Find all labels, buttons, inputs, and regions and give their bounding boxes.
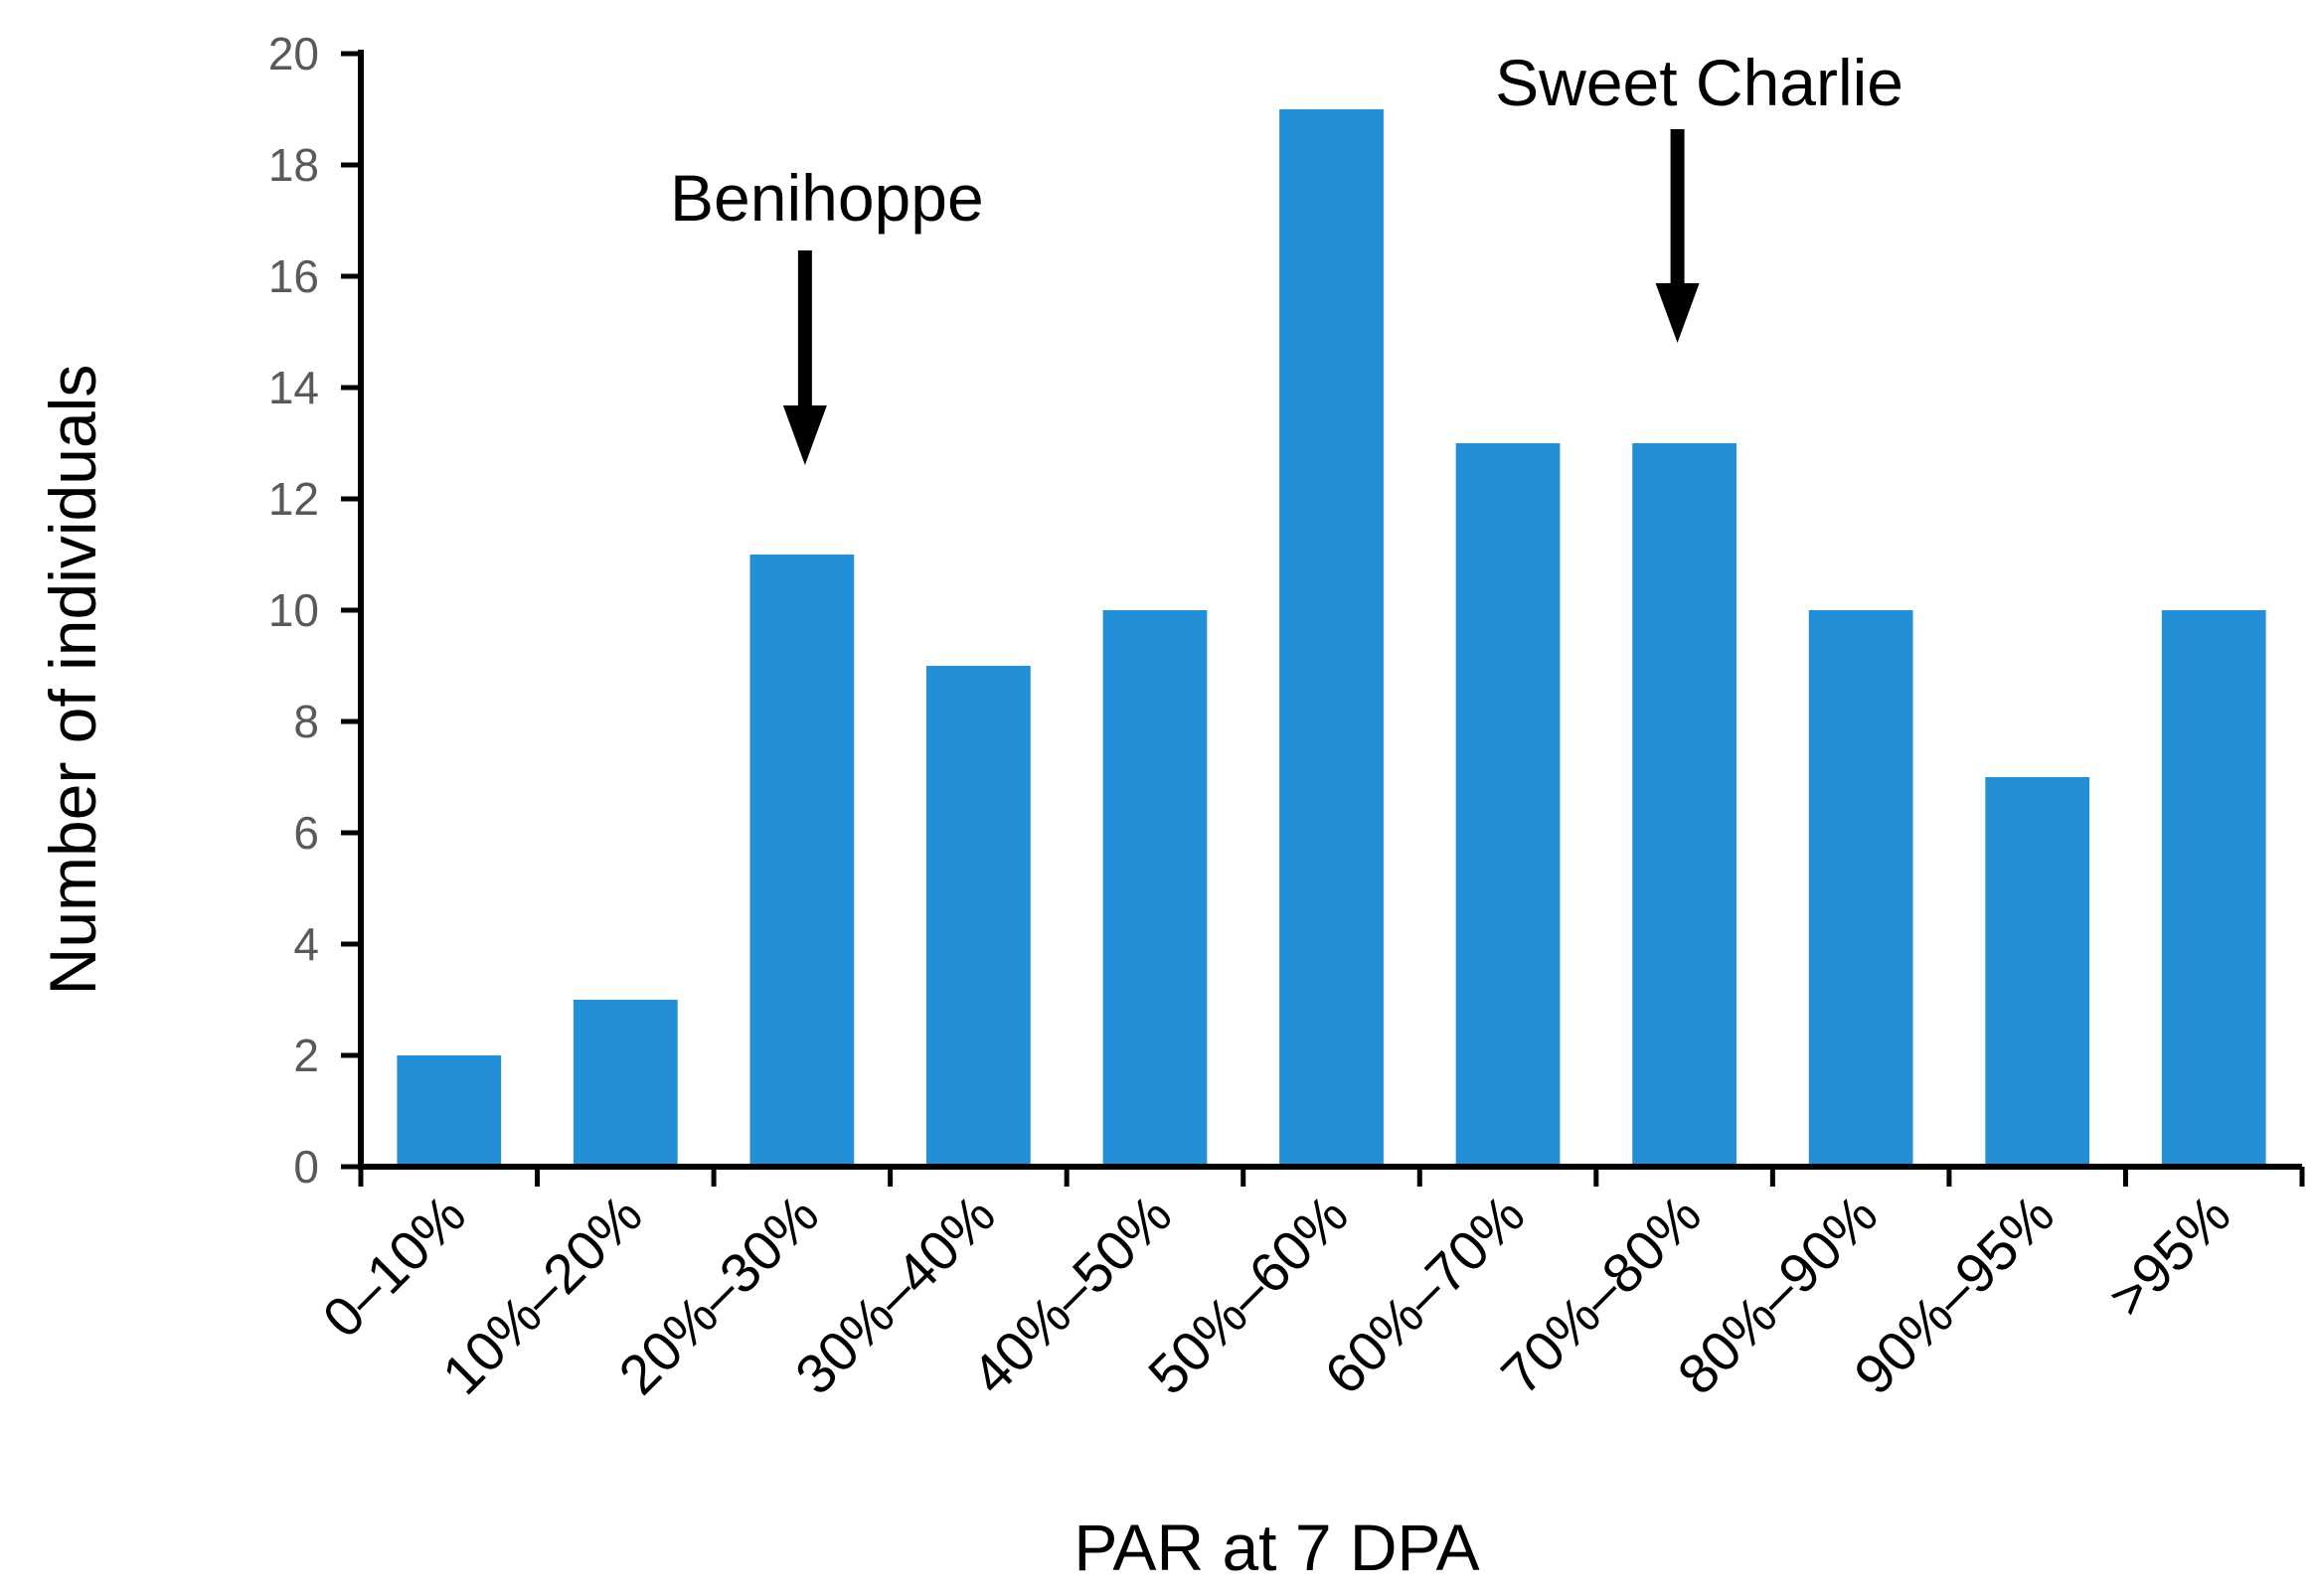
bar-10 <box>1985 777 2090 1167</box>
bar-2 <box>573 1000 678 1167</box>
bar-8 <box>1632 443 1736 1167</box>
x-axis-title: PAR at 7 DPA <box>1074 1511 1479 1584</box>
x-axis-ticks: 0–10%10%–20%20%–30%30%–40%40%–50%50%–60%… <box>310 1167 2305 1406</box>
bar-4 <box>926 666 1031 1167</box>
y-tick-label: 2 <box>293 1030 319 1081</box>
annotation-label: Sweet Charlie <box>1495 46 1903 119</box>
bar-7 <box>1455 443 1561 1167</box>
y-tick-label: 20 <box>268 28 319 80</box>
y-tick-label: 6 <box>293 807 319 859</box>
y-tick-label: 14 <box>268 362 319 413</box>
annotation-label: Benihoppe <box>670 161 984 235</box>
y-tick-label: 16 <box>268 250 319 302</box>
bar-6 <box>1279 109 1384 1167</box>
y-tick-label: 4 <box>293 918 319 970</box>
bar-1 <box>397 1055 502 1167</box>
bar-11 <box>2161 610 2266 1167</box>
bar-5 <box>1102 610 1208 1167</box>
y-axis-title: Number of individuals <box>36 365 109 996</box>
y-tick-label: 18 <box>268 139 319 191</box>
y-tick-label: 0 <box>293 1141 319 1193</box>
bar-3 <box>749 555 855 1167</box>
y-tick-label: 12 <box>268 473 319 525</box>
y-tick-label: 8 <box>293 696 319 747</box>
y-axis-ticks: 0 2 4 6 8 10 12 14 16 18 20 <box>268 28 361 1193</box>
y-tick-label: 10 <box>268 584 319 636</box>
bars-group <box>397 109 2266 1167</box>
annotation-arrow-head <box>1655 283 1700 343</box>
annotation-arrow-head <box>782 405 827 465</box>
bar-9 <box>1808 610 1913 1167</box>
x-tick-label: >95% <box>2096 1183 2242 1329</box>
x-tick-label: 0–10% <box>310 1183 477 1350</box>
annotations-group: Benihoppe Sweet Charlie <box>670 46 1903 465</box>
